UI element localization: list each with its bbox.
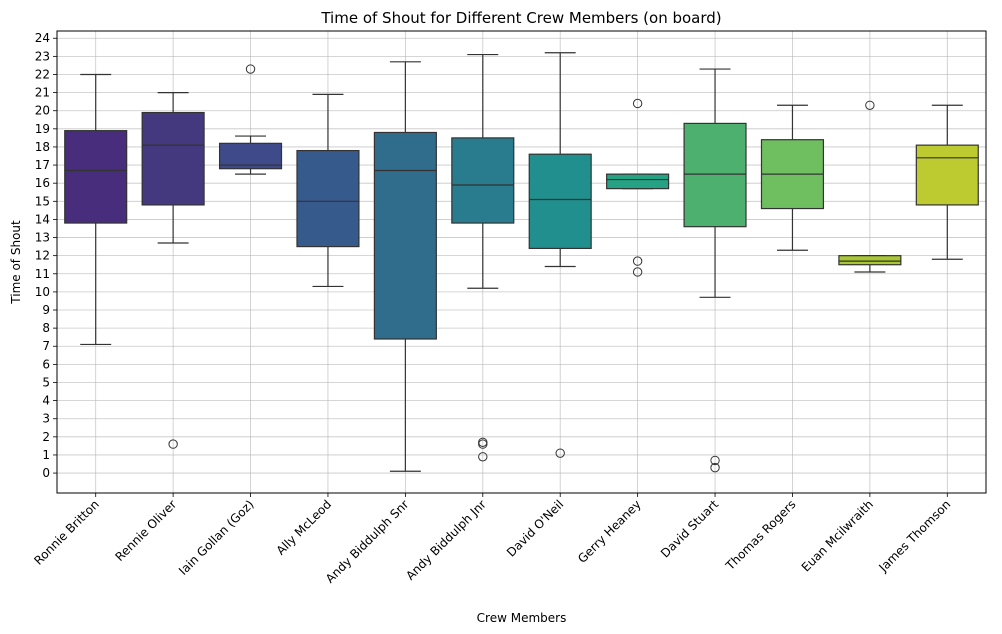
outlier-point: [632, 256, 643, 266]
outlier-point: [555, 448, 565, 458]
y-tick-label: 21: [35, 86, 50, 100]
box: [451, 137, 515, 224]
x-tick-label: Iain Gollan (Goz): [176, 497, 257, 578]
y-tick-label: 9: [42, 303, 50, 317]
y-tick-label: 23: [35, 49, 50, 63]
y-tick-label: 20: [35, 104, 50, 118]
y-tick-label: 16: [35, 176, 50, 190]
x-tick-label: David O'Neil: [504, 497, 566, 559]
box-group: [64, 73, 128, 346]
box: [683, 122, 747, 228]
outlier-point: [478, 452, 488, 462]
outlier-point: [478, 439, 488, 449]
x-tick-label: David Stuart: [658, 497, 721, 560]
x-tick-label: Ally McLeod: [274, 497, 335, 558]
box-group: [373, 61, 437, 472]
x-tick-label: Euan Mcilwraith: [799, 497, 876, 574]
y-tick-label: 3: [42, 412, 50, 426]
box-group: [218, 64, 283, 175]
y-tick-label: 12: [35, 249, 50, 263]
y-tick-label: 19: [35, 122, 50, 136]
y-tick-label: 24: [35, 31, 50, 45]
y-tick-label: 11: [35, 267, 50, 281]
outlier-point: [632, 98, 643, 109]
grid: [57, 31, 986, 493]
y-tick-label: 18: [35, 140, 50, 154]
outlier-point: [710, 462, 720, 473]
y-tick-label: 14: [35, 212, 50, 226]
box-group: [683, 68, 747, 473]
box-group: [915, 104, 979, 260]
box: [606, 173, 670, 190]
x-axis-label: Crew Members: [477, 611, 567, 625]
box-group: [141, 91, 205, 449]
x-tick-label: Rennie Oliver: [112, 497, 179, 564]
box-group: [451, 53, 515, 462]
x-tick-label: Andy Biddulph Jnr: [403, 497, 489, 583]
box-group: [528, 52, 592, 458]
y-tick-label: 6: [42, 357, 50, 371]
chart-title: Time of Shout for Different Crew Members…: [320, 9, 721, 27]
outlier-point: [710, 455, 720, 466]
outlier-point: [632, 267, 643, 277]
box-group: [838, 100, 902, 273]
y-tick-label: 15: [35, 194, 50, 208]
y-tick-label: 13: [35, 231, 50, 245]
plot-frame: [56, 30, 987, 494]
y-tick-label: 0: [42, 466, 50, 480]
x-tick-label: Ronnie Britton: [31, 497, 102, 568]
box: [296, 149, 360, 248]
x-tick-label: Thomas Rogers: [722, 497, 798, 573]
box-group: [606, 98, 670, 277]
y-tick-label: 22: [35, 67, 50, 81]
y-tick-label: 10: [35, 285, 50, 299]
box-group: [760, 104, 825, 251]
outlier-point: [245, 64, 256, 74]
box: [528, 153, 592, 250]
box: [141, 111, 205, 206]
box: [915, 144, 979, 206]
y-tick-label: 2: [42, 430, 50, 444]
box: [373, 131, 437, 340]
y-tick-label: 17: [35, 158, 50, 172]
x-tick-label: Andy Biddulph Snr: [323, 497, 412, 586]
box: [838, 255, 902, 266]
box: [218, 142, 283, 170]
x-tick-label: Gerry Heaney: [575, 497, 644, 566]
y-tick-label: 8: [42, 321, 50, 335]
boxes: [64, 52, 979, 473]
box: [64, 130, 128, 224]
y-tick-label: 7: [42, 339, 50, 353]
y-tick-label: 4: [42, 394, 50, 408]
y-tick-label: 5: [42, 375, 50, 389]
outlier-point: [168, 439, 178, 449]
y-axis-label: Time of Shout: [9, 220, 23, 305]
y-tick-label: 1: [42, 448, 50, 462]
box-group: [296, 93, 360, 288]
outlier-point: [865, 100, 875, 110]
x-tick-label: James Thomson: [875, 497, 953, 575]
